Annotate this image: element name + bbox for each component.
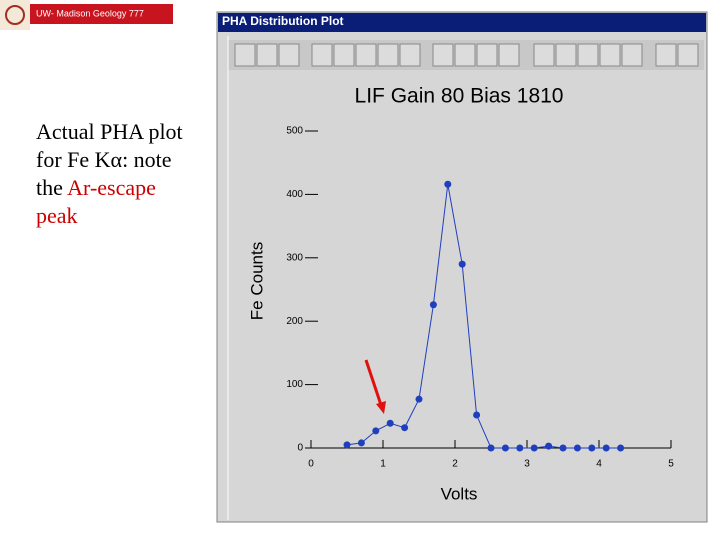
data-point [573, 444, 581, 452]
x-tick-label: 4 [596, 459, 602, 470]
tool-button[interactable] [577, 43, 599, 67]
tool-button[interactable] [454, 43, 476, 67]
data-point [487, 444, 495, 452]
tool-button[interactable] [621, 43, 643, 67]
x-tick-label: 5 [668, 459, 674, 470]
x-tick-label: 0 [308, 459, 314, 470]
body-text: Ar-escape peak [36, 175, 156, 228]
x-tick-label: 2 [452, 459, 458, 470]
tool-button[interactable] [278, 43, 300, 67]
y-tick-label: 0 [297, 443, 303, 454]
y-tick-label: 400 [286, 189, 303, 200]
chart-title: LIF Gain 80 Bias 1810 [355, 85, 564, 108]
y-tick-label: 300 [286, 252, 303, 263]
data-point [386, 419, 394, 427]
tool-button[interactable] [655, 43, 677, 67]
data-point [501, 444, 509, 452]
tool-button[interactable] [599, 43, 621, 67]
body-text: Actual PHA plot for Fe Kα: note the [36, 119, 183, 200]
data-point [401, 424, 409, 432]
header-title: UW- Madison Geology 777 [36, 8, 144, 18]
data-point [602, 444, 610, 452]
tool-button[interactable] [399, 43, 421, 67]
arrow [364, 359, 384, 409]
data-point [530, 444, 538, 452]
slide-text: Actual PHA plot for Fe Kα: note the Ar-e… [36, 118, 191, 230]
data-point [473, 411, 481, 419]
x-axis-label: Volts [441, 484, 478, 503]
x-tick-label: 3 [524, 459, 530, 470]
data-point [516, 444, 524, 452]
tool-button[interactable] [476, 43, 498, 67]
data-point [357, 439, 365, 447]
tool-button[interactable] [234, 43, 256, 67]
data-point [372, 427, 380, 435]
data-point [588, 444, 596, 452]
y-tick-label: 100 [286, 379, 303, 390]
data-point [545, 442, 553, 450]
data-point [559, 444, 567, 452]
tool-button[interactable] [256, 43, 278, 67]
tool-button[interactable] [533, 43, 555, 67]
y-tick-label: 500 [286, 126, 303, 137]
tool-button[interactable] [355, 43, 377, 67]
tool-button[interactable] [377, 43, 399, 67]
y-tick-label: 200 [286, 316, 303, 327]
y-axis-label: Fe Counts [247, 242, 266, 320]
tool-button[interactable] [498, 43, 520, 67]
header-bar [30, 4, 173, 24]
data-point [444, 180, 452, 188]
data-point [617, 444, 625, 452]
x-tick-label: 1 [380, 459, 386, 470]
window-title: PHA Distribution Plot [222, 14, 344, 28]
title-bar [218, 13, 706, 32]
data-point [415, 395, 423, 403]
data-point [343, 441, 351, 449]
tool-button[interactable] [432, 43, 454, 67]
arrow-head [376, 401, 386, 414]
logo [0, 0, 30, 30]
tool-button[interactable] [555, 43, 577, 67]
data-point [458, 260, 466, 268]
data-point [429, 301, 437, 309]
toolbar-buttons [234, 43, 699, 67]
tool-button[interactable] [677, 43, 699, 67]
tool-button[interactable] [333, 43, 355, 67]
tool-button[interactable] [311, 43, 333, 67]
logo-mark [5, 5, 25, 25]
